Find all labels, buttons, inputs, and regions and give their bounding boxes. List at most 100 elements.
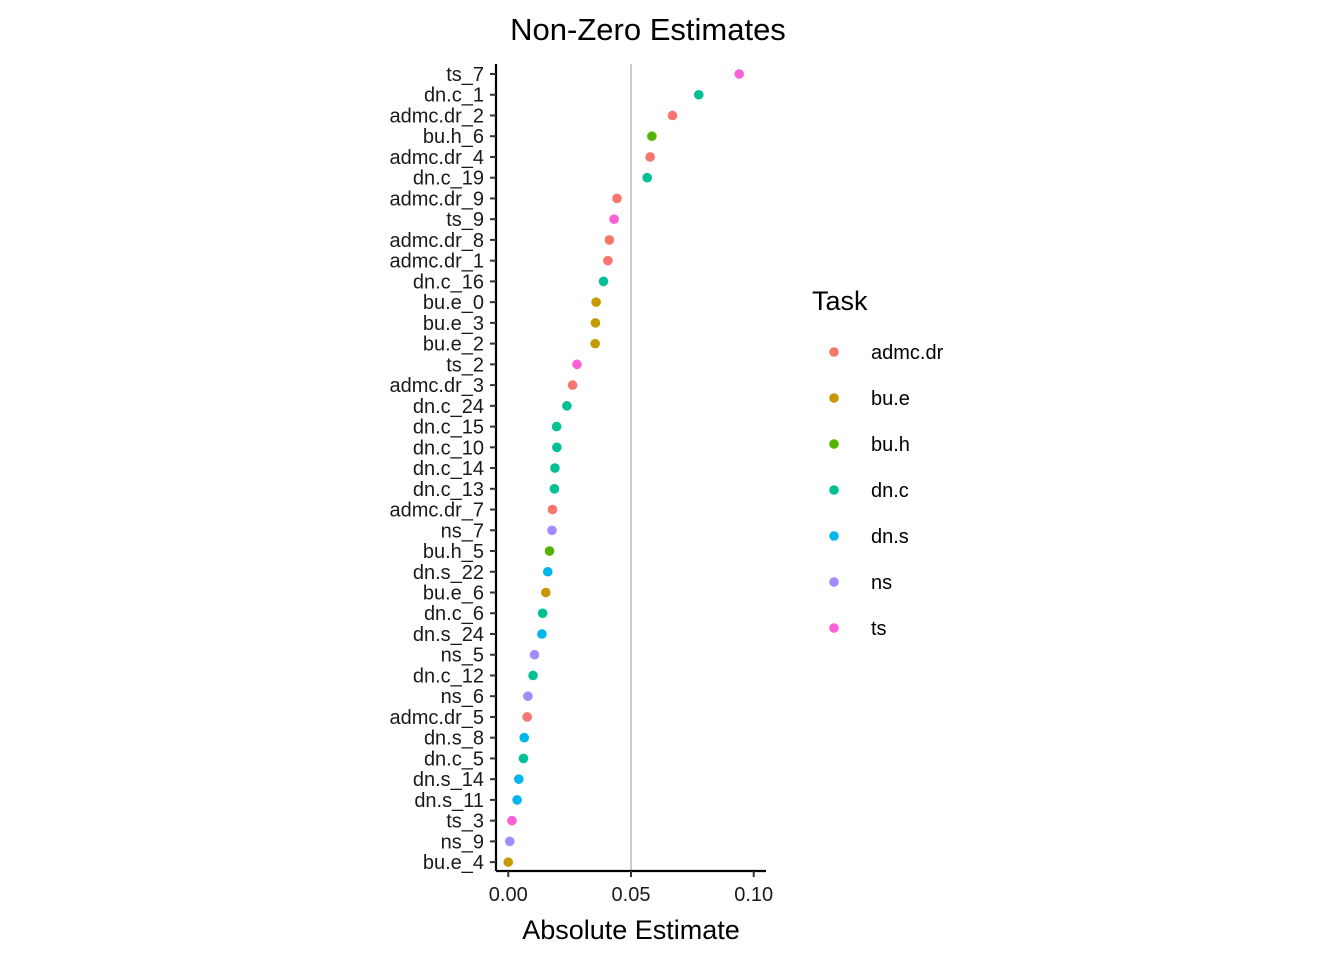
chart-title: Non-Zero Estimates [510, 12, 786, 47]
plot-area: 0.00 0.05 0.10 ts_7dn.c_1admc.dr_2bu.h_6adm… [390, 64, 773, 906]
data-point [551, 421, 562, 432]
data-point [642, 172, 652, 183]
y-tick-label: dn.s_14 [413, 769, 484, 791]
y-tick-label: dn.c_19 [413, 168, 484, 190]
y-tick-label: admc.dr_1 [390, 251, 485, 273]
y-tick-label: bu.e_6 [423, 583, 484, 605]
data-point [567, 380, 578, 390]
y-tick-label: bu.e_0 [423, 292, 484, 314]
data-point [547, 504, 558, 515]
y-tick-label: dn.c_15 [413, 417, 484, 439]
legend-label: dn.c [871, 480, 909, 502]
y-tick-label: ts_7 [446, 64, 484, 86]
y-tick-label: admc.dr_7 [390, 500, 485, 522]
y-tick-label: ns_7 [441, 520, 484, 542]
y-tick-label: ns_9 [441, 831, 484, 853]
y-tick-label: dn.c_13 [413, 479, 484, 501]
data-point [645, 152, 655, 162]
y-tick-label: bu.e_2 [423, 334, 484, 356]
data-point [542, 566, 553, 577]
data-point [598, 276, 609, 287]
y-tick-label: admc.dr_3 [390, 375, 485, 397]
legend-key [829, 393, 839, 403]
y-tick-label: dn.c_24 [413, 396, 484, 418]
y-tick-label: dn.c_6 [424, 603, 484, 625]
data-point [529, 649, 540, 660]
data-point [537, 608, 548, 619]
y-tick-label: dn.s_8 [424, 728, 484, 750]
legend-key [829, 439, 839, 449]
data-point [522, 712, 532, 722]
y-tick-label: dn.c_1 [424, 85, 484, 107]
y-tick-label: admc.dr_5 [390, 707, 485, 729]
data-point [609, 214, 619, 224]
data-point [549, 484, 560, 494]
data-point [528, 670, 538, 681]
data-point [591, 297, 601, 307]
x-axis-title: Absolute Estimate [522, 915, 740, 945]
y-tick-label: dn.c_12 [413, 665, 484, 687]
y-tick-label: dn.s_24 [413, 624, 484, 646]
data-point [604, 235, 615, 245]
data-point [523, 691, 533, 701]
y-tick-label: bu.e_4 [423, 852, 484, 874]
y-tick-label: bu.e_3 [423, 313, 484, 335]
data-point [693, 89, 704, 100]
data-point [647, 131, 657, 142]
legend-key [829, 347, 839, 357]
data-point [519, 732, 530, 743]
y-tick-label: dn.c_5 [424, 748, 484, 770]
legend-label: admc.dr [871, 342, 944, 364]
y-tick-label: admc.dr_2 [390, 105, 485, 127]
data-point [590, 318, 601, 328]
data-point [537, 629, 547, 639]
data-point [507, 815, 517, 826]
data-point [603, 255, 613, 266]
y-tick-label: ns_6 [441, 686, 484, 708]
x-tick-label: 0.05 [612, 884, 651, 906]
y-tick-label: bu.h_5 [423, 541, 484, 563]
data-point [572, 359, 582, 370]
y-tick-label: admc.dr_4 [390, 147, 485, 169]
y-tick-label: ts_3 [446, 811, 484, 833]
x-tick-label: 0.10 [734, 884, 773, 906]
legend-key [829, 485, 839, 495]
legend-label: ts [871, 618, 887, 640]
data-point [667, 110, 678, 121]
data-point [550, 463, 560, 473]
legend-label: dn.s [871, 526, 909, 548]
data-point [518, 753, 529, 764]
data-point [544, 546, 555, 556]
y-tick-label: dn.c_14 [413, 458, 484, 480]
data-point [541, 587, 551, 598]
data-point [512, 795, 522, 805]
legend-label: bu.h [871, 434, 910, 456]
legend-label: bu.e [871, 388, 910, 410]
y-tick-label: ts_2 [446, 354, 484, 376]
legend-label: ns [871, 572, 892, 594]
y-tick-label: dn.s_11 [414, 790, 484, 812]
legend: Task admc.dr bu.e bu.h dn.c dn.s ns ts [812, 286, 944, 640]
y-tick-label: dn.s_22 [413, 562, 484, 584]
legend-key [829, 623, 839, 633]
data-point [503, 857, 514, 867]
legend-key [829, 577, 839, 587]
y-tick-label: dn.c_16 [413, 271, 484, 293]
y-tick-label: admc.dr_9 [390, 188, 485, 210]
data-point [612, 193, 622, 204]
data-point [562, 401, 572, 411]
legend-key [829, 531, 839, 541]
data-point [552, 442, 562, 453]
y-tick-label: bu.h_6 [423, 126, 484, 148]
data-point [547, 525, 557, 536]
y-tick-label: ns_5 [441, 645, 484, 667]
data-point [504, 836, 515, 847]
data-point [734, 69, 745, 79]
y-tick-label: ts_9 [446, 209, 484, 231]
legend-title: Task [812, 286, 868, 316]
y-tick-label: admc.dr_8 [390, 230, 485, 252]
data-point [514, 774, 524, 784]
data-point [590, 338, 600, 349]
x-tick-label: 0.00 [489, 884, 528, 906]
